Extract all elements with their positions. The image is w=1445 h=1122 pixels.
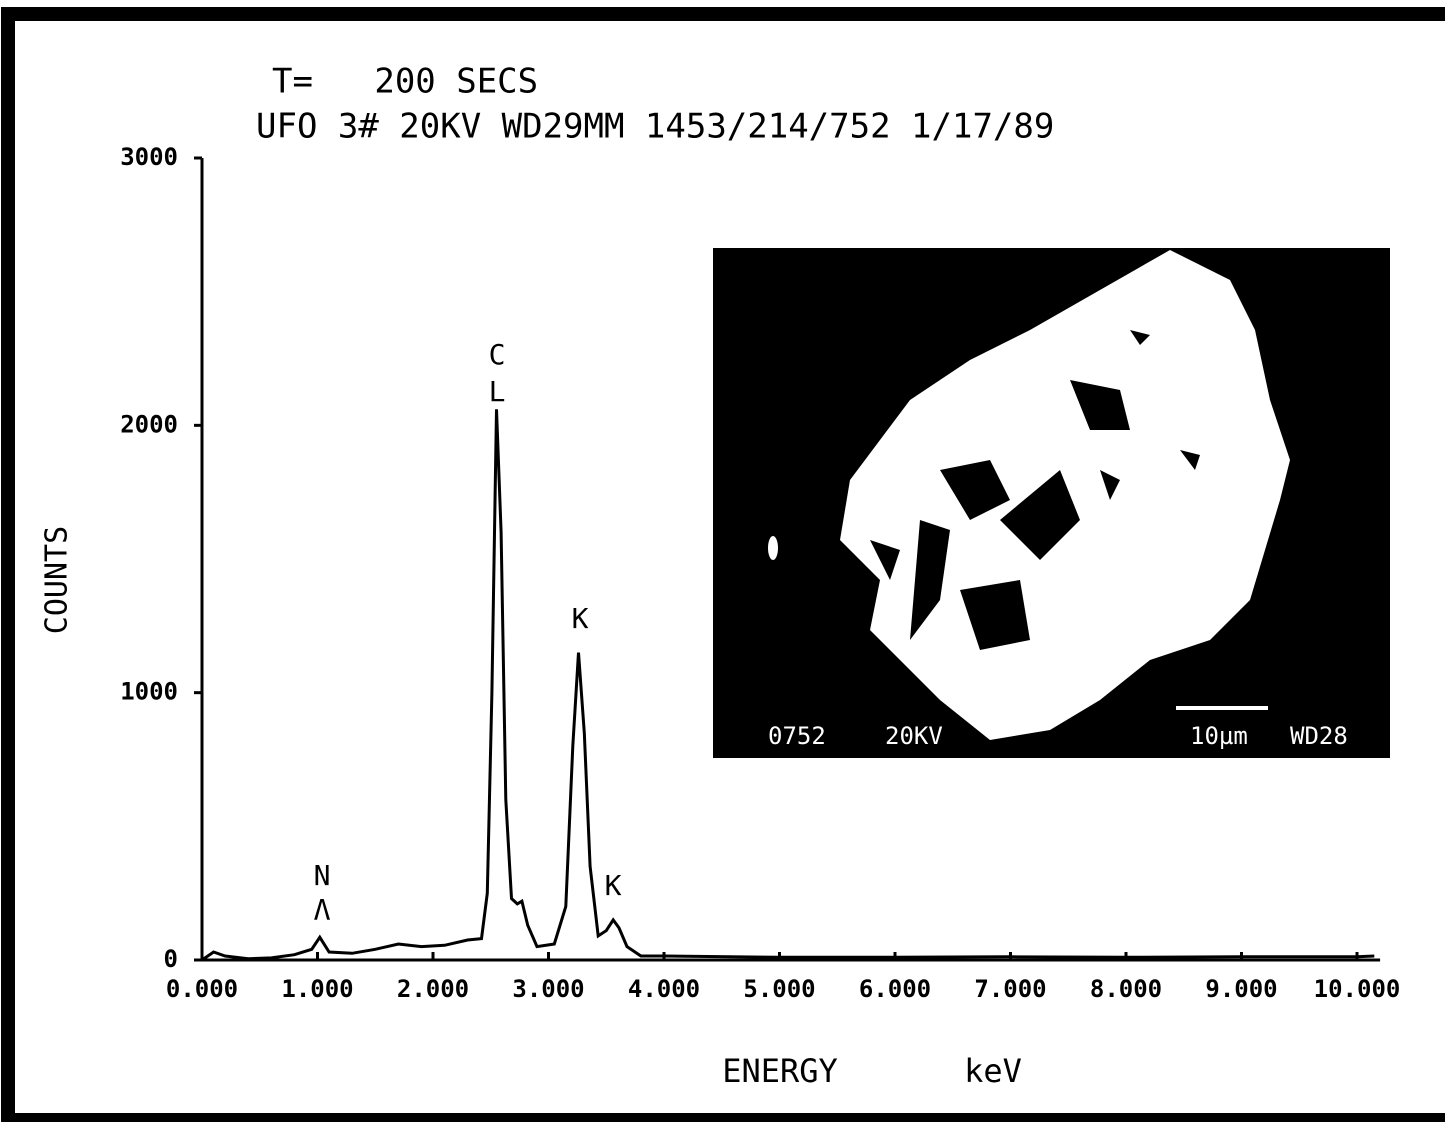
peak-label: K xyxy=(572,602,589,635)
y-tick-label: 0 xyxy=(164,945,178,973)
peak-label: Λ xyxy=(314,894,331,927)
inset-scale: 10µm xyxy=(1190,722,1248,750)
x-tick-label: 1.000 xyxy=(281,975,353,1003)
y-tick-label: 1000 xyxy=(120,678,178,706)
y-tick-label: 2000 xyxy=(120,410,178,438)
x-tick-label: 5.000 xyxy=(743,975,815,1003)
x-axis-unit: keV xyxy=(964,1052,1022,1090)
peak-label: C xyxy=(489,338,506,371)
chart-subtitle: UFO 3# 20KV WD29MM 1453/214/752 1/17/89 xyxy=(256,107,1054,147)
page: {"chart_data": { "type": "line", "title"… xyxy=(0,0,1445,1122)
y-tick-label: 3000 xyxy=(120,143,178,171)
x-tick-label: 3.000 xyxy=(512,975,584,1003)
x-tick-label: 7.000 xyxy=(974,975,1046,1003)
chart: T= 200 SECS UFO 3# 20KV WD29MM 1453/214/… xyxy=(0,0,1445,1122)
y-axis-label: COUNTS xyxy=(40,526,75,634)
x-tick-label: 6.000 xyxy=(859,975,931,1003)
peak-label: L xyxy=(489,375,506,408)
x-tick-label: 9.000 xyxy=(1205,975,1277,1003)
x-tick-label: 2.000 xyxy=(397,975,469,1003)
x-axis-label: ENERGY xyxy=(722,1052,838,1090)
speck xyxy=(768,536,778,560)
peak-label: N xyxy=(314,859,331,892)
x-tick-label: 4.000 xyxy=(628,975,700,1003)
inset-sample: 0752 xyxy=(768,722,826,750)
x-tick-label: 0.000 xyxy=(166,975,238,1003)
inset-wd: WD28 xyxy=(1290,722,1348,750)
peak-label: K xyxy=(605,869,622,902)
x-tick-label: 8.000 xyxy=(1090,975,1162,1003)
inset-voltage: 20KV xyxy=(885,722,943,750)
x-tick-label: 10.000 xyxy=(1314,975,1401,1003)
chart-title: T= 200 SECS xyxy=(272,62,538,102)
sem-inset: 0752 20KV 10µm WD28 xyxy=(713,248,1390,758)
